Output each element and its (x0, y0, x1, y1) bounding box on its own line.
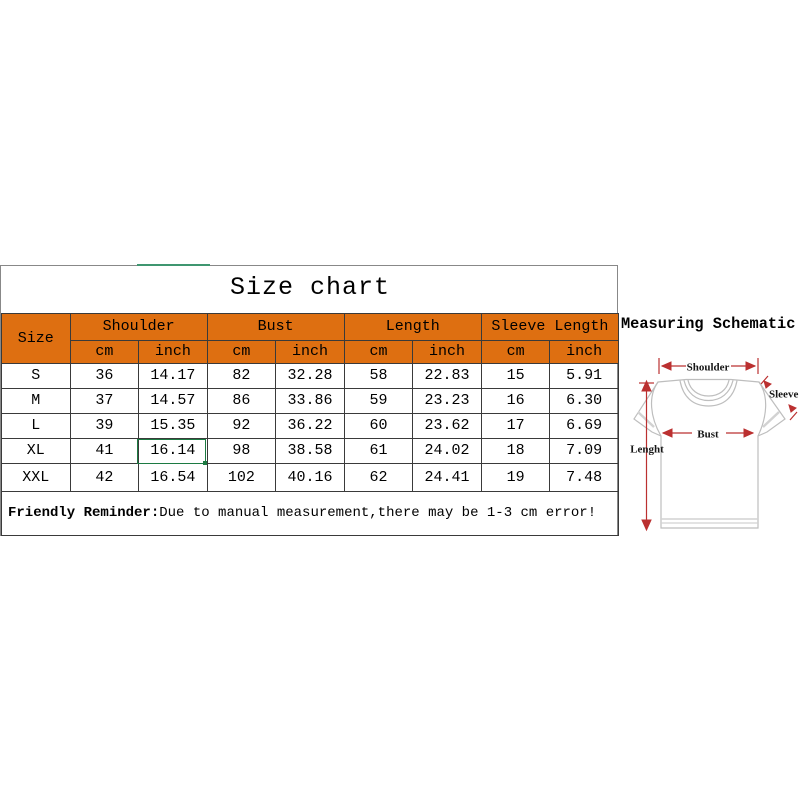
svg-text:Lenght: Lenght (630, 444, 664, 456)
svg-text:Sleeve: Sleeve (769, 389, 798, 401)
svg-text:Shoulder: Shoulder (687, 362, 730, 374)
svg-text:Bust: Bust (697, 429, 719, 441)
